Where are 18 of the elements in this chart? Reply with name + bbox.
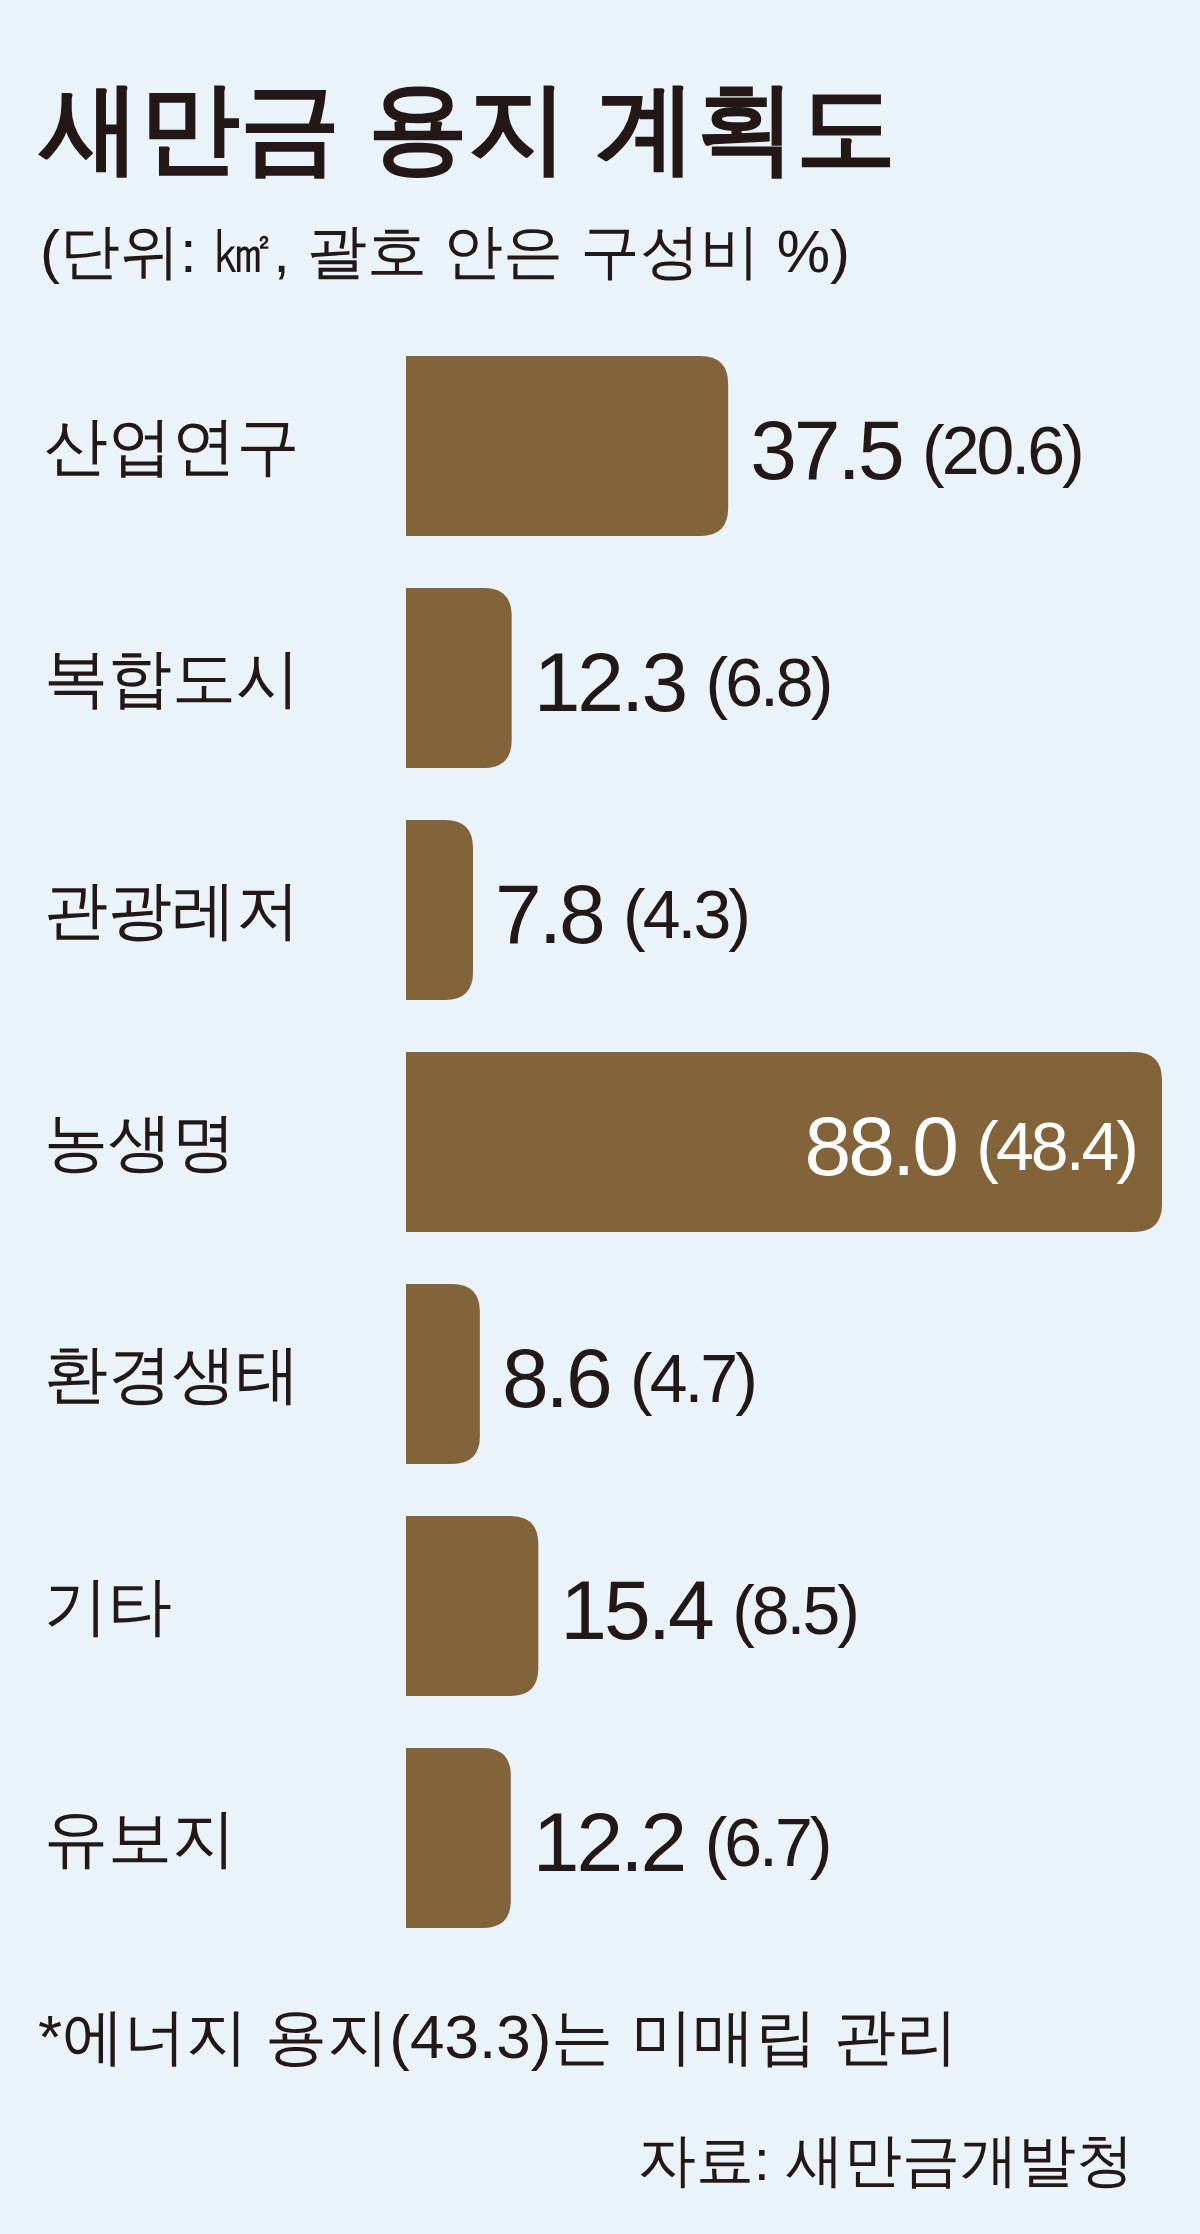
value-label: 37.5 (20.6) (750, 403, 1082, 497)
note: *에너지 용지(43.3)는 미매립 관리 (38, 2002, 958, 2071)
category-label: 유보지 (44, 1802, 236, 1874)
category-label: 농생명 (44, 1106, 236, 1178)
source: 자료: 새만금개발청 (637, 2127, 1134, 2192)
category-label: 산업연구 (44, 410, 300, 482)
value-label: 12.3 (6.8) (533, 635, 831, 729)
category-label: 환경생태 (44, 1338, 300, 1410)
value-label: 88.0 (48.4) (804, 1099, 1136, 1193)
category-label: 관광레저 (44, 874, 300, 946)
subtitle: (단위: ㎢, 괄호 안은 구성비 %) (40, 218, 850, 285)
value-label: 12.2 (6.7) (532, 1795, 830, 1889)
value-label: 15.4 (8.5) (560, 1563, 857, 1657)
category-label: 기타 (44, 1570, 172, 1642)
value-label: 7.8 (4.3) (495, 867, 748, 961)
category-label: 복합도시 (44, 642, 300, 714)
title: 새만금 용지 계획도 (40, 71, 896, 183)
value-label: 8.6 (4.7) (501, 1331, 755, 1425)
